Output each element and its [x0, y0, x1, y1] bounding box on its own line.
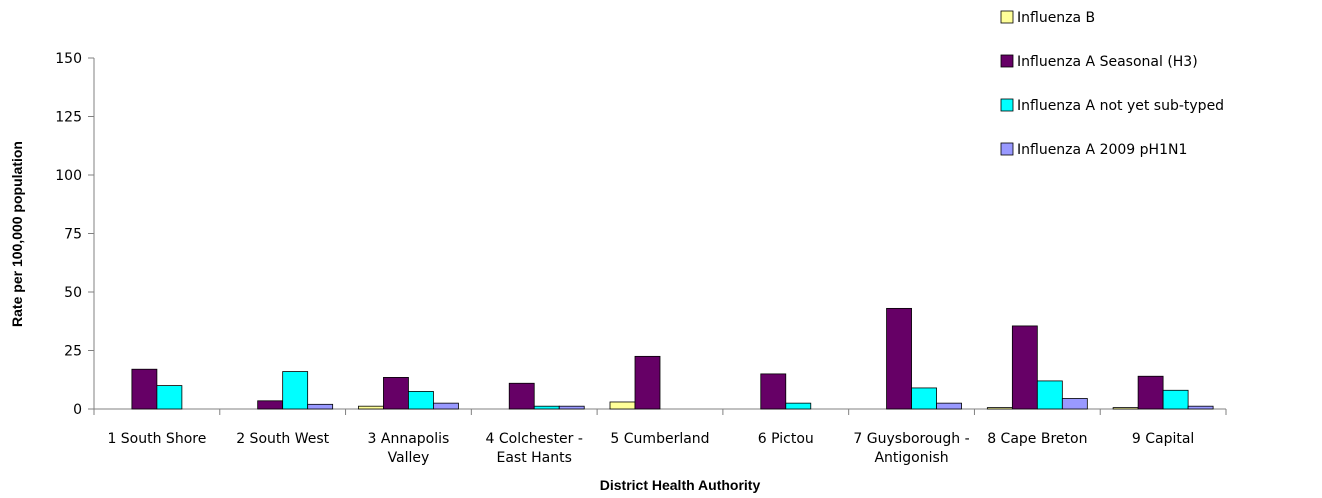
- legend-item: Influenza A not yet sub-typed: [1000, 98, 1224, 114]
- bar: [634, 355, 661, 410]
- legend-label: Influenza A not yet sub-typed: [1017, 98, 1224, 114]
- bar: [1137, 375, 1164, 410]
- legend-swatch: [1000, 10, 1014, 24]
- y-tick-label: 25: [64, 344, 82, 360]
- legend-swatch: [1000, 54, 1014, 68]
- category-label: 7 Guysborough -: [853, 431, 969, 447]
- legend-label: Influenza A Seasonal (H3): [1017, 54, 1198, 70]
- category-label: 1 South Shore: [107, 431, 206, 447]
- bar: [986, 407, 1013, 410]
- y-tick-label: 75: [64, 227, 82, 243]
- category-label: Valley: [388, 450, 430, 466]
- y-tick-label: 0: [73, 402, 82, 418]
- bar: [1061, 398, 1088, 410]
- legend-item: Influenza A 2009 pH1N1: [1000, 142, 1187, 158]
- y-axis: 0 25 50 75 100 125 150: [55, 51, 95, 418]
- legend: Influenza B Influenza A Seasonal (H3) Infl…: [1000, 10, 1224, 158]
- category-label: 8 Cape Breton: [987, 431, 1087, 447]
- bar: [508, 382, 535, 410]
- bar: [156, 385, 183, 410]
- bar: [307, 403, 334, 410]
- legend-item: Influenza B: [1000, 10, 1095, 26]
- bar: [257, 400, 284, 410]
- legend-item: Influenza A Seasonal (H3): [1000, 54, 1198, 70]
- y-axis-title: Rate per 100,000 population: [9, 141, 25, 327]
- bar: [1187, 405, 1214, 410]
- bar: [558, 405, 585, 410]
- category-label: 2 South West: [236, 431, 329, 447]
- category-label: Antigonish: [874, 450, 948, 466]
- y-tick-label: 150: [55, 51, 82, 67]
- bar: [1112, 407, 1139, 410]
- legend-label: Influenza B: [1017, 10, 1095, 26]
- bar: [936, 402, 962, 410]
- x-axis-title: District Health Authority: [600, 477, 761, 493]
- legend-swatch: [1000, 142, 1014, 156]
- category-label: 5 Cumberland: [610, 431, 709, 447]
- category-label: East Hants: [497, 450, 572, 466]
- bar: [886, 307, 912, 410]
- category-label: 6 Pictou: [758, 431, 814, 447]
- bar: [131, 368, 158, 410]
- bar: [911, 387, 937, 410]
- bar: [1011, 325, 1038, 410]
- bars: [131, 307, 1214, 410]
- y-tick-label: 125: [55, 110, 82, 126]
- category-label: 3 Annapolis: [368, 431, 450, 447]
- bar: [760, 373, 787, 410]
- bar: [609, 401, 636, 410]
- bar: [1036, 380, 1063, 410]
- bar: [408, 391, 434, 410]
- legend-label: Influenza A 2009 pH1N1: [1017, 142, 1187, 158]
- legend-swatch: [1000, 98, 1014, 112]
- category-label: 9 Capital: [1132, 431, 1194, 447]
- bar: [1162, 389, 1189, 410]
- y-tick-label: 100: [55, 168, 82, 184]
- category-labels: 1 South Shore 2 South West 3 Annapolis Vall…: [107, 431, 1194, 466]
- bar: [433, 402, 459, 410]
- bar: [383, 377, 409, 410]
- x-axis: [93, 408, 1227, 415]
- bar: [282, 371, 309, 410]
- bar: [785, 402, 812, 410]
- y-tick-label: 50: [64, 285, 82, 301]
- category-label: 4 Colchester -: [486, 431, 583, 447]
- bar: [358, 405, 384, 410]
- bar: [533, 405, 560, 410]
